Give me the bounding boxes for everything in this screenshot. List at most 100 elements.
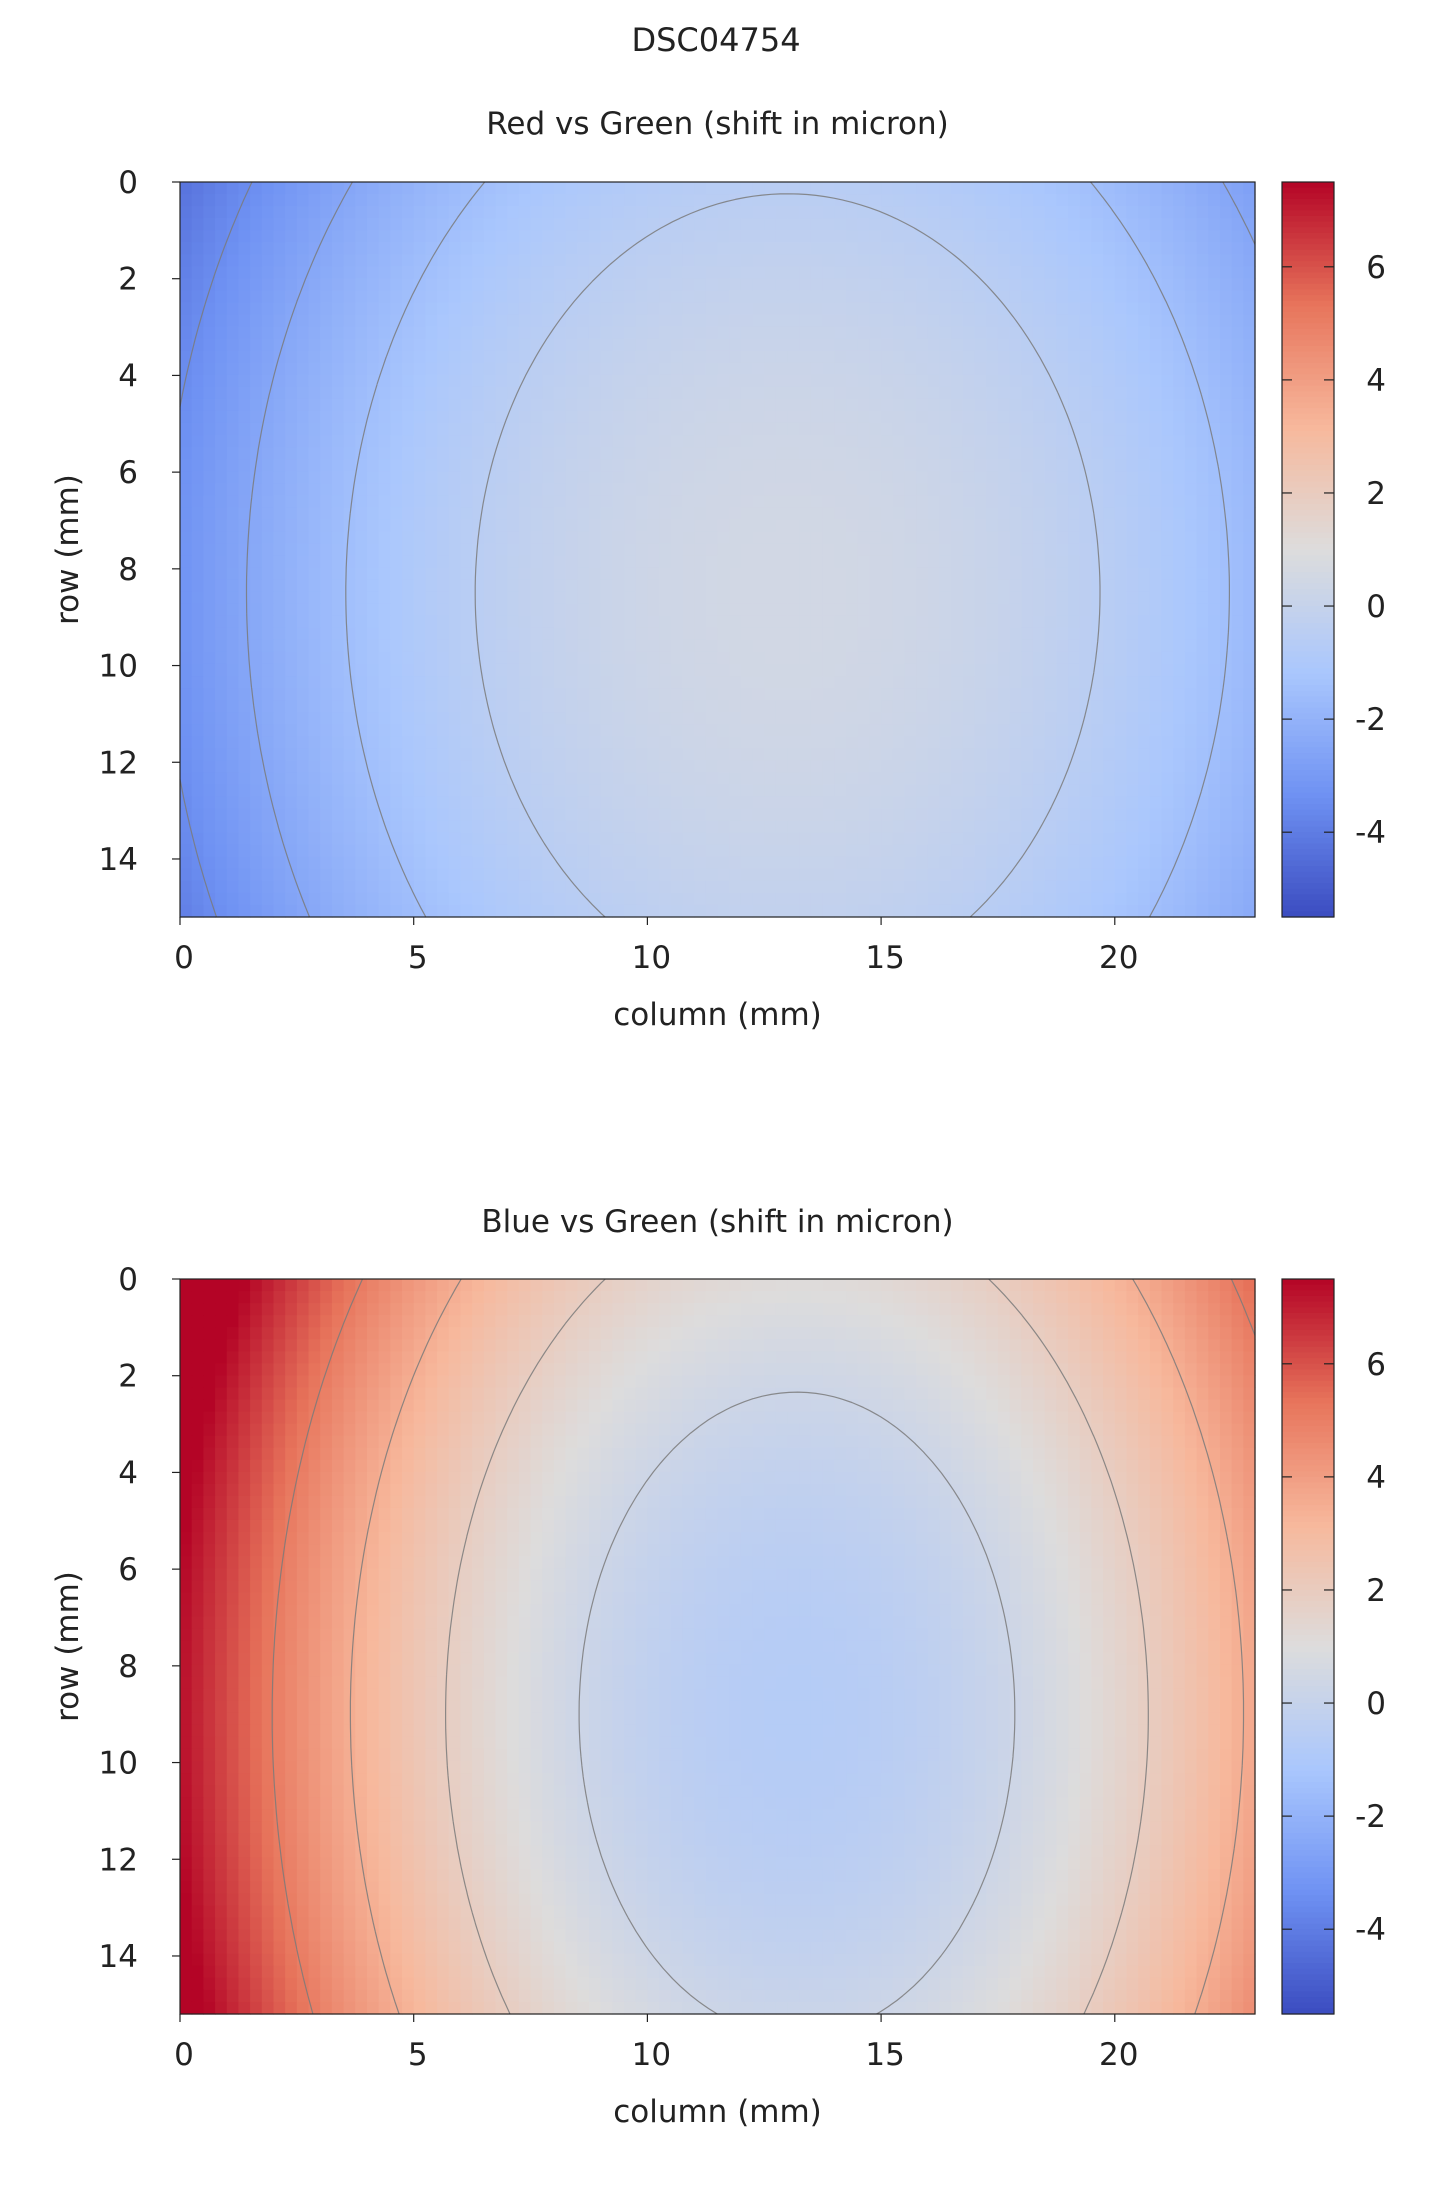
heatmap-cell <box>553 796 567 810</box>
heatmap-cell <box>1219 591 1233 605</box>
heatmap-cell <box>787 182 800 195</box>
heatmap-cell <box>857 338 870 352</box>
heatmap-cell <box>402 808 415 822</box>
heatmap-cell <box>588 615 602 629</box>
heatmap-cell <box>916 374 929 388</box>
heatmap-cell <box>366 555 380 569</box>
heatmap-cell <box>635 254 648 267</box>
heatmap-cell <box>1208 579 1221 593</box>
heatmap-cell <box>846 760 859 774</box>
heatmap-cell <box>1103 242 1116 255</box>
heatmap-cell <box>752 688 765 701</box>
heatmap-cell <box>1021 519 1034 533</box>
heatmap-cell <box>659 435 672 448</box>
heatmap-cell <box>1103 507 1116 520</box>
heatmap-cell <box>448 194 462 207</box>
heatmap-cell <box>1068 398 1081 412</box>
heatmap-cell <box>659 242 672 255</box>
heatmap-cell <box>799 579 812 593</box>
heatmap-cell <box>180 772 193 786</box>
heatmap-cell <box>355 639 368 653</box>
heatmap-cell <box>916 350 929 364</box>
heatmap-cell <box>460 796 473 810</box>
heatmap-cell <box>659 615 672 629</box>
heatmap-cell <box>600 591 613 605</box>
heatmap-cell <box>892 712 906 725</box>
heatmap-cell <box>273 242 286 255</box>
heatmap-cell <box>191 362 204 376</box>
heatmap-cell <box>635 471 648 484</box>
heatmap-cell <box>1149 410 1163 424</box>
heatmap-cell <box>460 676 473 689</box>
heatmap-cell <box>834 603 847 617</box>
heatmap-cell <box>624 206 637 219</box>
heatmap-cell <box>1208 435 1221 448</box>
heatmap-cell <box>1138 712 1151 725</box>
heatmap-cell <box>1149 350 1163 364</box>
heatmap-cell <box>799 230 812 243</box>
heatmap-cell <box>1149 700 1163 713</box>
heatmap-cell <box>530 663 543 677</box>
heatmap-cell <box>285 182 298 195</box>
heatmap-cell <box>962 603 976 617</box>
heatmap-cell <box>694 447 707 460</box>
heatmap-cell <box>951 206 964 219</box>
heatmap-cell <box>261 362 275 376</box>
heatmap-cell <box>810 206 824 219</box>
heatmap-cell <box>1021 483 1034 496</box>
heatmap-cell <box>775 254 789 267</box>
heatmap-cell <box>799 290 812 304</box>
heatmap-cell <box>612 471 625 484</box>
heatmap-cell <box>1208 242 1221 255</box>
heatmap-cell <box>1231 736 1244 749</box>
heatmap-cell <box>378 459 391 472</box>
heatmap-cell <box>787 784 800 798</box>
heatmap-cell <box>261 784 275 798</box>
heatmap-cell <box>1231 676 1244 689</box>
heatmap-cell <box>834 627 847 641</box>
heatmap-cell <box>1138 543 1151 557</box>
heatmap-cell <box>1138 627 1151 641</box>
heatmap-cell <box>273 519 286 533</box>
heatmap-cell <box>670 471 684 484</box>
heatmap-cell <box>553 447 567 460</box>
heatmap-cell <box>962 772 976 786</box>
heatmap-cell <box>355 820 368 834</box>
heatmap-cell <box>1032 459 1046 472</box>
heatmap-cell <box>448 435 462 448</box>
heatmap-cell <box>729 760 742 774</box>
heatmap-cell <box>1149 182 1163 195</box>
heatmap-cell <box>1173 639 1186 653</box>
heatmap-cell <box>647 254 660 267</box>
heatmap-cell <box>717 808 730 822</box>
heatmap-cell <box>261 724 275 737</box>
heatmap-cell <box>495 278 508 292</box>
heatmap-cell <box>1173 422 1186 436</box>
heatmap-cell <box>437 278 450 292</box>
heatmap-cell <box>448 362 462 376</box>
heatmap-cell <box>215 290 228 304</box>
heatmap-cell <box>881 326 894 340</box>
heatmap-cell <box>1009 519 1022 533</box>
heatmap-cell <box>624 676 637 689</box>
heatmap-cell <box>180 688 193 701</box>
heatmap-cell <box>1184 338 1198 352</box>
heatmap-cell <box>1079 326 1093 340</box>
heatmap-cell <box>273 796 286 810</box>
heatmap-cell <box>1068 290 1081 304</box>
heatmap-cell <box>1044 326 1057 340</box>
heatmap-cell <box>483 760 497 774</box>
heatmap-cell <box>1009 410 1022 424</box>
heatmap-cell <box>1173 254 1186 267</box>
heatmap-cell <box>846 748 859 761</box>
heatmap-cell <box>997 362 1011 376</box>
heatmap-cell <box>448 579 462 593</box>
heatmap-cell <box>1103 796 1116 810</box>
heatmap-cell <box>1009 760 1022 774</box>
heatmap-cell <box>799 591 812 605</box>
heatmap-cell <box>612 266 625 279</box>
heatmap-cell <box>577 182 590 195</box>
heatmap-cell <box>203 519 216 533</box>
heatmap-cell <box>600 471 613 484</box>
heatmap-cell <box>261 447 275 460</box>
